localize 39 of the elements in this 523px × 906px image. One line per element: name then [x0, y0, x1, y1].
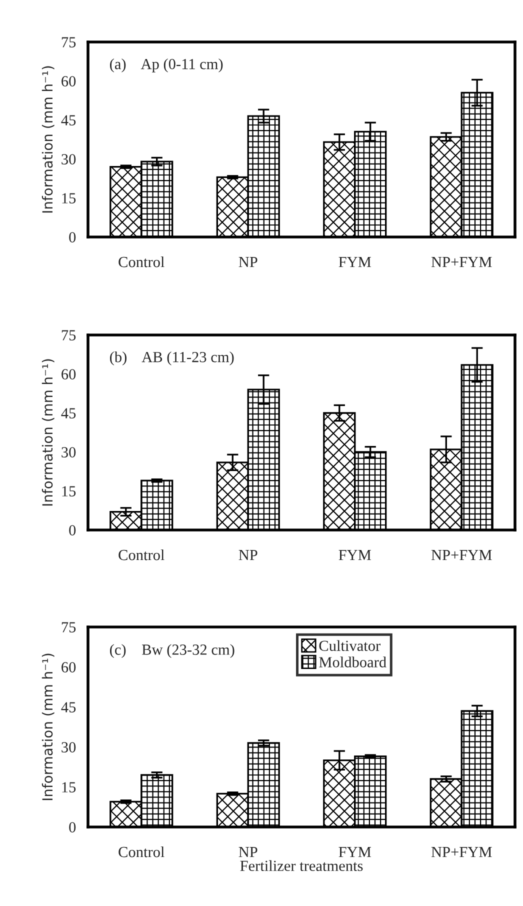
y-tick-label: 0 — [69, 525, 76, 536]
y-tick-label: 45 — [61, 115, 76, 126]
x-tick-label: NP — [238, 550, 258, 560]
text: (a) Ap (0-11 cm) — [110, 58, 223, 72]
x-tick-label: FYM — [338, 257, 371, 268]
x-tick-label: Control — [118, 256, 164, 268]
y-tick-label: 45 — [61, 408, 76, 418]
y-tick-label: 15 — [62, 193, 76, 204]
text: (b) AB (11-23 cm) — [110, 351, 234, 366]
x-tick-label: Control — [118, 846, 164, 858]
y-tick-label: 75 — [62, 622, 76, 632]
text: (c) Bw (23-32 cm) — [110, 644, 234, 658]
y-tick-label: 30 — [62, 154, 76, 164]
y-tick-label: 0 — [69, 232, 76, 242]
y-tick-label: 30 — [62, 447, 76, 458]
legend-label: Moldboard — [319, 656, 386, 668]
x-tick-label: NP — [238, 847, 258, 858]
x-tick-label: FYM — [338, 550, 371, 560]
x-tick-label: FYM — [338, 847, 371, 858]
y-tick-label: 75 — [62, 37, 76, 48]
x-tick-label: NP+FYM — [431, 847, 492, 858]
y-axis-title: Information (mm h⁻¹) — [42, 66, 54, 213]
y-tick-label: 60 — [62, 76, 76, 86]
y-tick-label: 60 — [62, 369, 76, 380]
x-tick-label: NP+FYM — [431, 550, 492, 560]
x-tick-label: NP — [238, 257, 258, 268]
x-tick-label: NP+FYM — [431, 257, 492, 268]
y-tick-label: 15 — [62, 486, 76, 496]
x-tick-label: Control — [118, 549, 164, 560]
y-axis-title: Information (mm h⁻¹) — [42, 654, 54, 800]
y-tick-label: 15 — [62, 782, 76, 792]
y-tick-label: 45 — [61, 702, 76, 712]
legend-label: Cultivator — [319, 640, 380, 651]
y-tick-label: 75 — [62, 330, 76, 340]
y-tick-label: 30 — [62, 742, 76, 752]
y-tick-label: 60 — [62, 662, 76, 672]
y-tick-label: 0 — [69, 822, 76, 832]
x-axis-title: Fertilizer treatments — [240, 860, 363, 872]
y-axis-title: Information (mm h⁻¹) — [42, 359, 54, 506]
